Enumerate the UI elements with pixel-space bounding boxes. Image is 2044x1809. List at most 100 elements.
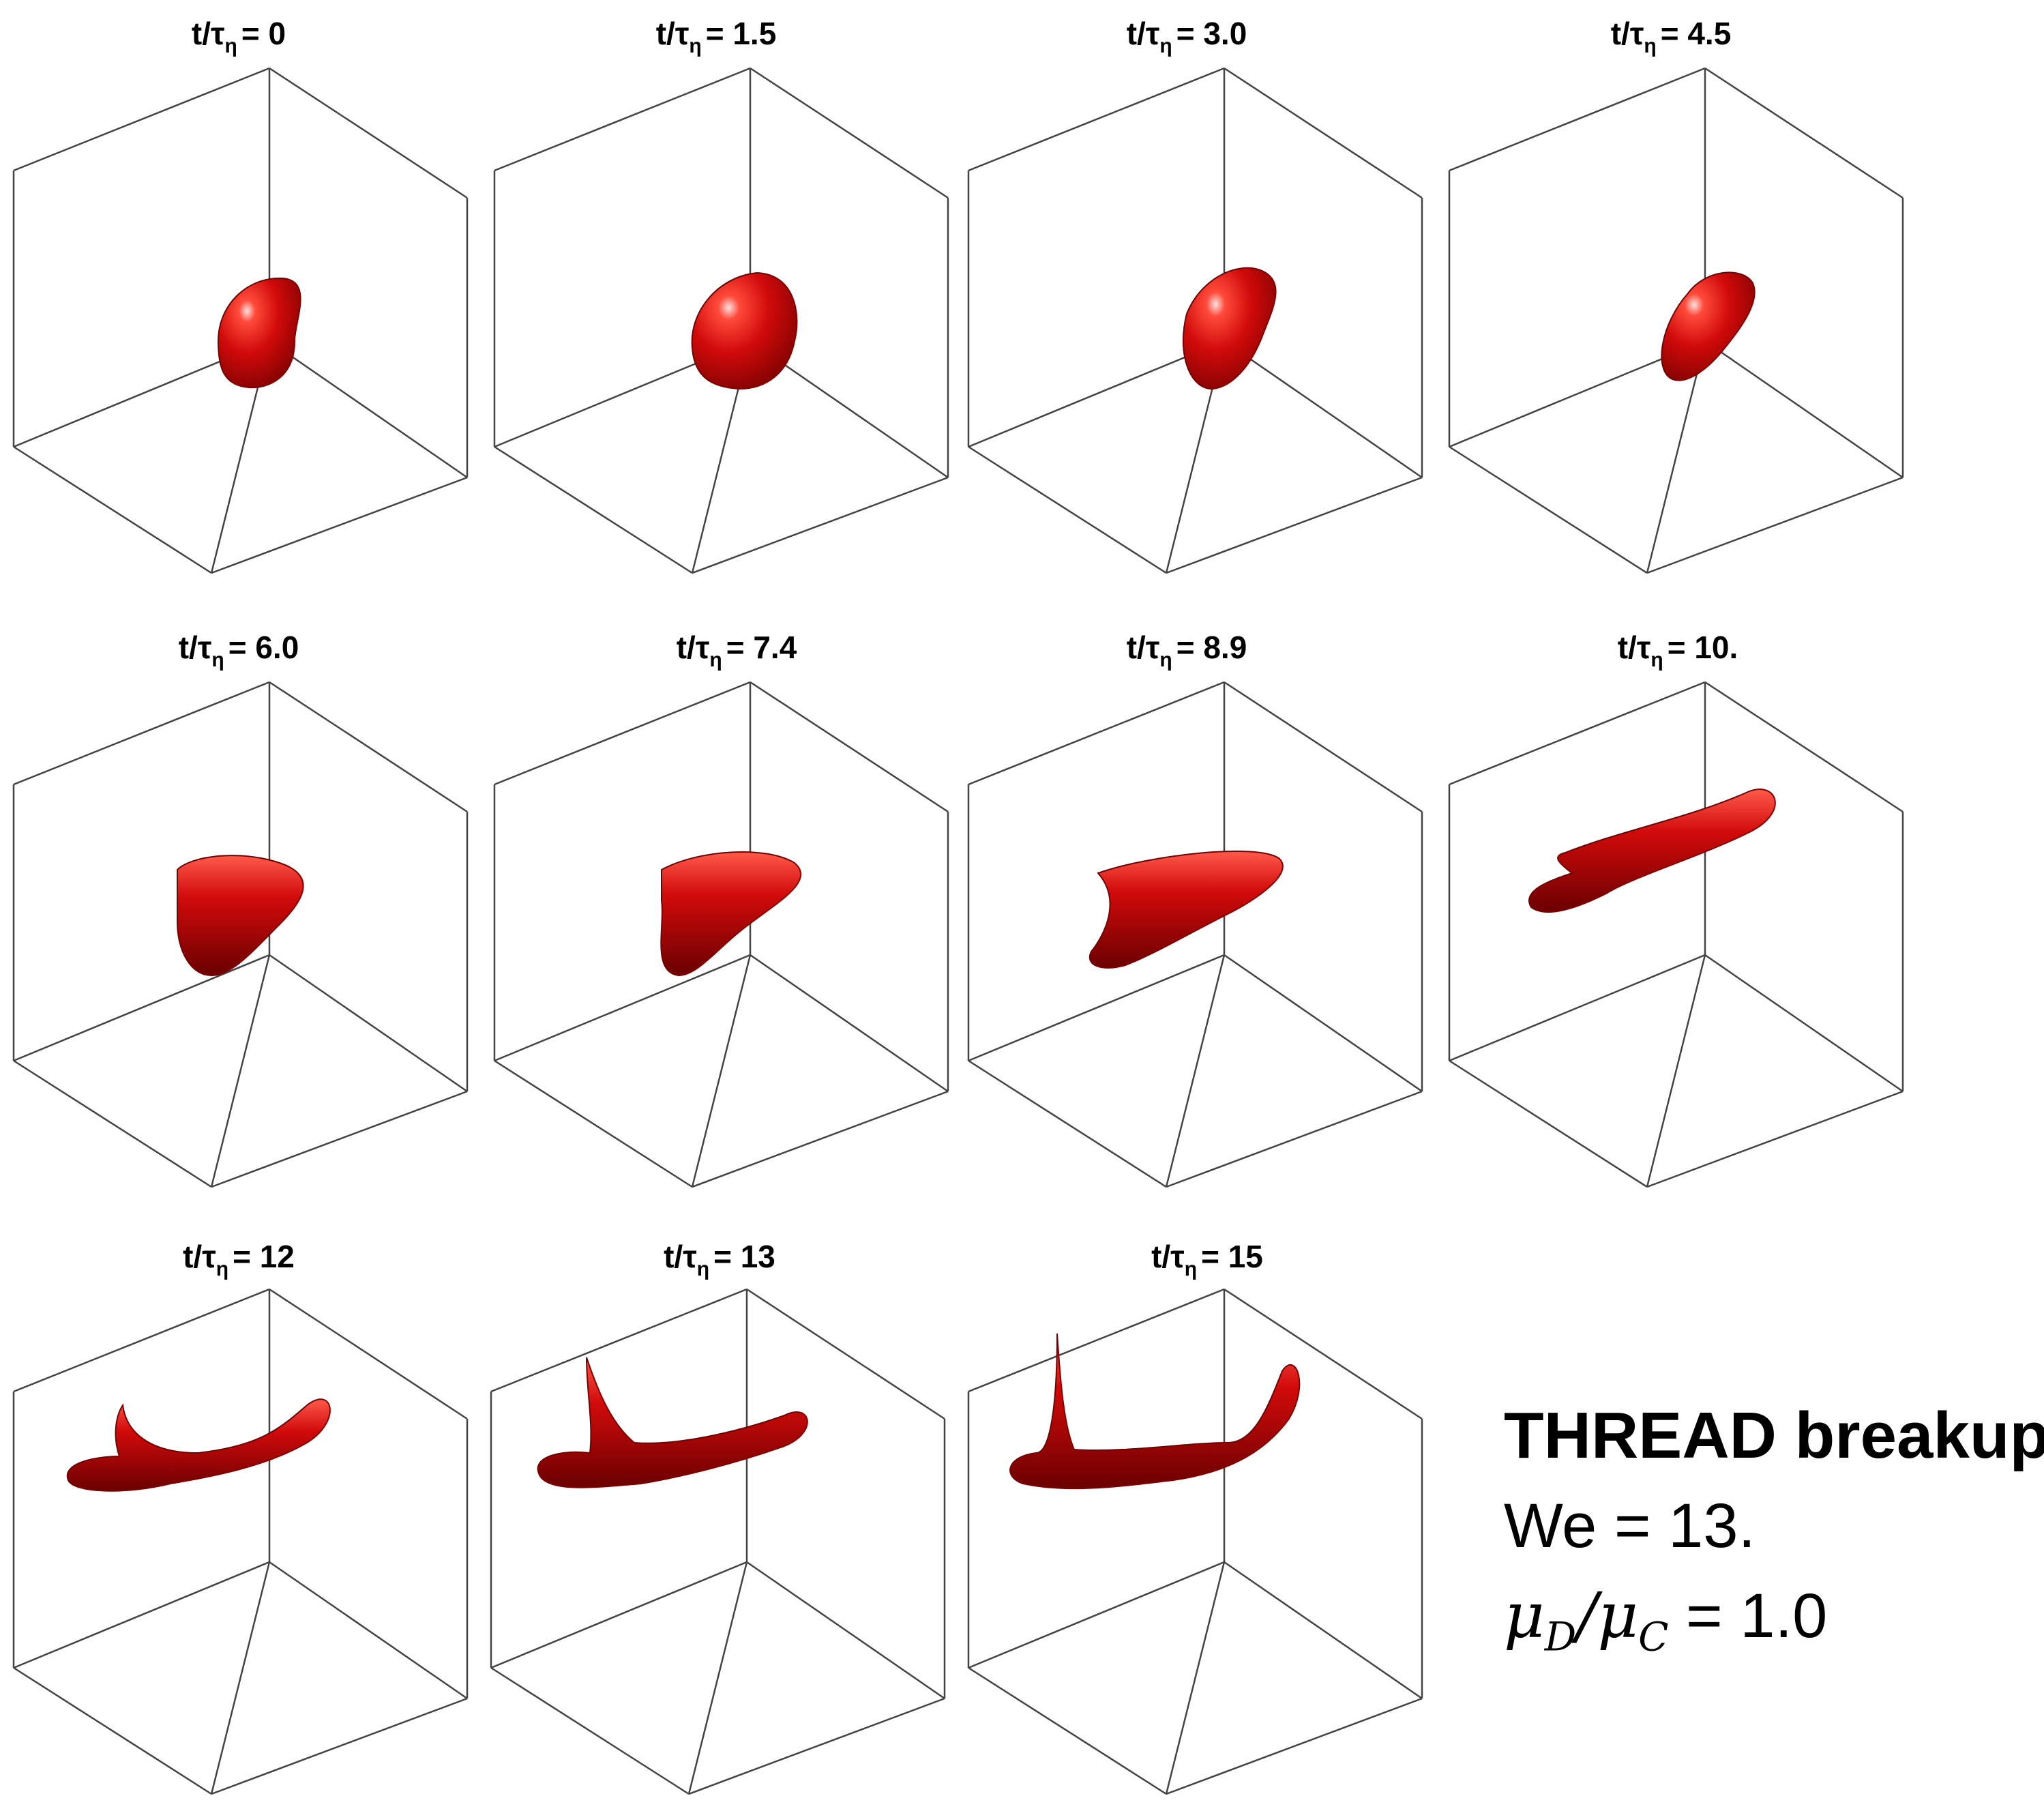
title-value: = 1.5: [705, 16, 777, 51]
title-prefix: t/τ: [664, 1239, 697, 1274]
cube-edge: [13, 445, 212, 574]
panel-title: t/τη = 13: [481, 1238, 958, 1280]
cube-edge: [1166, 1090, 1423, 1188]
cube-frame: [493, 681, 949, 1188]
title-prefix: t/τ: [1126, 630, 1160, 665]
cube-edge: [746, 1561, 945, 1700]
droplet: [1009, 1333, 1301, 1490]
panel-title: t/τη = 4.5: [1432, 15, 1910, 57]
panel-title: t/τη = 8.9: [948, 629, 1425, 671]
title-prefix: t/τ: [1151, 1239, 1185, 1274]
panel-title: t/τη = 0: [0, 15, 477, 57]
annotation-viscosity-ratio: μD/μC = 1.0: [1504, 1579, 1827, 1660]
cube-edge: [211, 1697, 468, 1795]
title-subscript: η: [1650, 649, 1663, 671]
cube-edge: [1224, 340, 1423, 479]
cube-edge: [269, 67, 468, 199]
title-value: = 0: [241, 16, 286, 51]
cube-edge: [269, 681, 468, 813]
cube-frame: [967, 67, 1423, 574]
cube-edge: [269, 340, 468, 479]
droplet-surface: [1182, 267, 1277, 390]
cube-edge: [968, 1059, 1167, 1188]
cube-edge: [13, 1059, 212, 1188]
title-value: = 4.5: [1660, 16, 1732, 51]
droplet-surface: [217, 277, 301, 389]
title-prefix: t/τ: [1126, 16, 1160, 51]
cube-edge: [1704, 954, 1904, 1093]
title-value: = 3.0: [1176, 16, 1247, 51]
title-value: = 8.9: [1176, 630, 1247, 665]
cube-edge: [1224, 67, 1423, 199]
cube-edge: [1166, 1697, 1423, 1795]
cube-edge: [968, 340, 1225, 448]
cube-edge: [1704, 67, 1904, 199]
droplet: [691, 271, 798, 390]
cube-edge: [494, 67, 751, 172]
cube-edge: [1449, 681, 1706, 786]
cube-frame: [1448, 681, 1904, 1188]
cube-edge: [490, 1666, 690, 1795]
title-prefix: t/τ: [178, 630, 212, 665]
title-prefix: t/τ: [655, 16, 690, 51]
mu-c-symbol: μC: [1597, 1579, 1669, 1660]
droplet: [1182, 267, 1277, 390]
droplet-surface: [1009, 1333, 1301, 1490]
cube-edge: [692, 476, 949, 574]
droplet: [66, 1398, 331, 1492]
cube-edge: [1224, 681, 1423, 813]
title-subscript: η: [1644, 35, 1657, 57]
cube-edge: [13, 681, 270, 786]
cube-edge: [1646, 340, 1706, 574]
cube-edge: [1449, 445, 1648, 574]
cube-edge: [13, 67, 270, 172]
cube-edge: [1449, 67, 1706, 172]
droplet: [217, 277, 301, 389]
cube-edge: [968, 681, 1225, 786]
droplet-surface: [177, 855, 304, 977]
cube-edge: [13, 1561, 270, 1669]
droplet: [1661, 271, 1756, 381]
panel-title: t/τη = 12: [0, 1238, 477, 1280]
title-prefix: t/τ: [183, 1239, 216, 1274]
cube-edge: [494, 445, 693, 574]
panel-title: t/τη = 7.4: [498, 629, 975, 671]
mu-d-symbol: μD: [1504, 1579, 1577, 1660]
annotation-weber-number: We = 13.: [1504, 1491, 1756, 1561]
cube-edge: [968, 1666, 1167, 1795]
droplet: [1528, 789, 1776, 913]
droplet-surface: [66, 1398, 331, 1492]
title-subscript: η: [709, 649, 722, 671]
cube-edge: [210, 954, 271, 1188]
title-subscript: η: [1159, 35, 1172, 57]
cube-edge: [687, 1561, 748, 1795]
cube-edge: [968, 67, 1225, 172]
cube-edge: [1449, 954, 1706, 1062]
title-value: = 13: [713, 1239, 775, 1274]
cube-edge: [13, 954, 270, 1062]
droplet-surface: [1661, 271, 1756, 381]
cube-edge: [1166, 476, 1423, 574]
title-value: = 7.4: [726, 630, 797, 665]
cube-edge: [1224, 954, 1423, 1093]
title-value: = 6.0: [228, 630, 299, 665]
cube-edge: [269, 1561, 468, 1700]
cube-edge: [494, 681, 751, 786]
cube-frame: [967, 681, 1423, 1188]
cube-edge: [211, 476, 468, 574]
cube-edge: [490, 1288, 747, 1393]
title-subscript: η: [211, 649, 224, 671]
panel-title: t/τη = 10.: [1439, 629, 1916, 671]
panel-title: t/τη = 15: [968, 1238, 1446, 1280]
cube-edge: [750, 954, 949, 1093]
cube-edge: [968, 954, 1225, 1062]
title-value: = 12: [233, 1239, 295, 1274]
cube-edge: [1646, 954, 1706, 1188]
cube-edge: [1224, 1561, 1423, 1700]
droplet-surface: [537, 1357, 808, 1488]
cube-edge: [968, 1561, 1225, 1669]
title-subscript: η: [216, 1258, 229, 1280]
cube-edge: [750, 681, 949, 813]
cube-frame: [490, 1288, 946, 1795]
